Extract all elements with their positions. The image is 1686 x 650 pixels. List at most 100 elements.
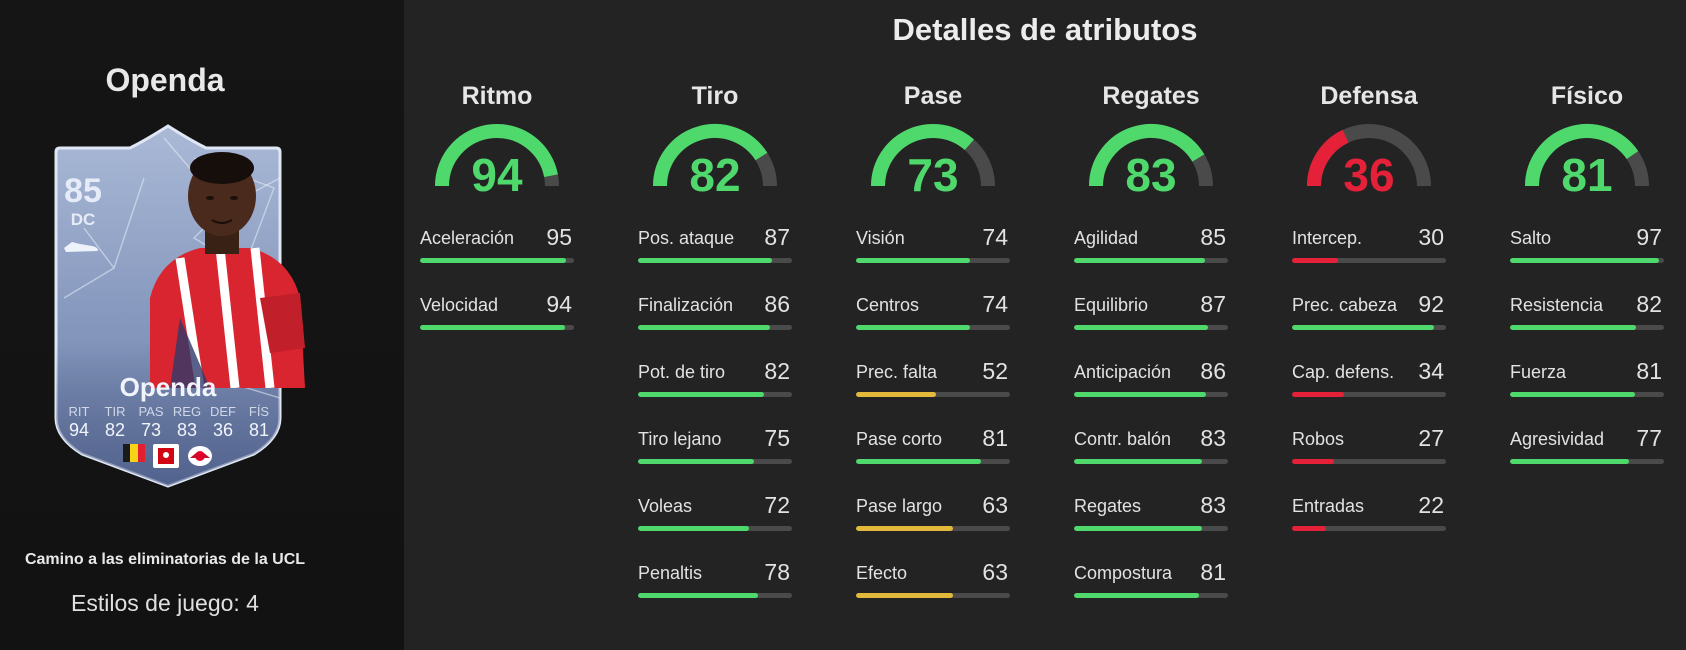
- attribute-bar-fill: [856, 392, 937, 397]
- attribute-bar-track: [638, 593, 792, 598]
- card-stat-head: PAS: [138, 404, 164, 419]
- attribute-bar-track: [856, 593, 1010, 598]
- attribute-label: Finalización: [638, 295, 734, 315]
- attribute-bar-fill: [1510, 258, 1660, 263]
- gauge-fill: [1089, 124, 1205, 187]
- card-badges: [44, 444, 292, 468]
- attribute-row[interactable]: Aceleración 95: [420, 224, 574, 268]
- attribute-label: Efecto: [856, 563, 908, 583]
- attribute-gauge: [1525, 124, 1649, 187]
- attribute-label: Prec. falta: [856, 362, 938, 382]
- card-stat-head: TIR: [104, 404, 126, 419]
- card-stat-value: 36: [212, 420, 234, 440]
- attribute-row[interactable]: Pase corto 81: [856, 425, 1010, 469]
- attribute-label: Aceleración: [420, 228, 515, 248]
- attribute-value: 95: [546, 224, 572, 250]
- card-stat-head: FÍS: [248, 404, 270, 419]
- attribute-bar-track: [1074, 392, 1228, 397]
- attribute-row[interactable]: Pase largo 63: [856, 492, 1010, 536]
- attribute-row[interactable]: Salto 97: [1510, 224, 1664, 268]
- attribute-value: 86: [764, 291, 790, 317]
- attribute-row[interactable]: Penaltis 78: [638, 559, 792, 603]
- attribute-row[interactable]: Agilidad 85: [1074, 224, 1228, 268]
- attribute-row[interactable]: Fuerza 81: [1510, 358, 1664, 402]
- attribute-row[interactable]: Prec. cabeza 92: [1292, 291, 1446, 335]
- attribute-row[interactable]: Voleas 72: [638, 492, 792, 536]
- attribute-bar-fill: [1510, 392, 1635, 397]
- campaign-label: Camino a las eliminatorias de la UCL: [24, 551, 306, 568]
- attribute-value: 77: [1636, 425, 1662, 451]
- attribute-gauge-value: 94: [471, 149, 523, 201]
- attribute-bar-fill: [1074, 593, 1199, 598]
- attribute-column-title: Físico: [1550, 82, 1624, 110]
- attribute-bar-fill: [856, 325, 970, 330]
- attribute-bar-fill: [638, 258, 772, 263]
- attribute-label: Entradas: [1292, 496, 1365, 516]
- attribute-row[interactable]: Anticipación 86: [1074, 358, 1228, 402]
- attribute-bar-fill: [856, 593, 954, 598]
- attribute-row[interactable]: Intercep. 30: [1292, 224, 1446, 268]
- attribute-value: 97: [1636, 224, 1662, 250]
- attribute-row[interactable]: Compostura 81: [1074, 559, 1228, 603]
- attribute-row[interactable]: Robos 27: [1292, 425, 1446, 469]
- attribute-label: Centros: [856, 295, 920, 315]
- attribute-value: 63: [982, 492, 1008, 518]
- attribute-bar-track: [1074, 459, 1228, 464]
- attribute-row[interactable]: Equilibrio 87: [1074, 291, 1228, 335]
- attribute-column-pase: Pase 73 Visión 74 Centros 74 Prec. falta 52 Pase…: [856, 0, 1010, 650]
- attribute-row[interactable]: Agresividad 77: [1510, 425, 1664, 469]
- attribute-bar-track: [1510, 392, 1664, 397]
- attribute-label: Penaltis: [638, 563, 703, 583]
- attribute-row[interactable]: Contr. balón 83: [1074, 425, 1228, 469]
- attribute-row[interactable]: Visión 74: [856, 224, 1010, 268]
- attribute-label: Equilibrio: [1074, 295, 1149, 315]
- gauge-fill: [1307, 129, 1349, 187]
- attribute-bar-track: [638, 392, 792, 397]
- attribute-column-title: Pase: [903, 82, 963, 110]
- attribute-row[interactable]: Centros 74: [856, 291, 1010, 335]
- attribute-row[interactable]: Efecto 63: [856, 559, 1010, 603]
- attribute-bar-track: [856, 325, 1010, 330]
- attribute-value: 74: [982, 291, 1008, 317]
- attribute-value: 87: [1200, 291, 1226, 317]
- attribute-column-fisico: Físico 81 Salto 97 Resistencia 82 Fuerza 81 Agre…: [1510, 0, 1664, 650]
- attribute-bar-fill: [1074, 258, 1205, 263]
- attribute-row[interactable]: Finalización 86: [638, 291, 792, 335]
- attribute-bar-track: [1292, 392, 1446, 397]
- attribute-row[interactable]: Resistencia 82: [1510, 291, 1664, 335]
- attribute-bar-fill: [1292, 526, 1326, 531]
- attribute-row[interactable]: Prec. falta 52: [856, 358, 1010, 402]
- attribute-bar-track: [1510, 258, 1664, 263]
- attribute-row[interactable]: Cap. defens. 34: [1292, 358, 1446, 402]
- attribute-row[interactable]: Entradas 22: [1292, 492, 1446, 536]
- attribute-bar-fill: [856, 526, 954, 531]
- attribute-row[interactable]: Pot. de tiro 82: [638, 358, 792, 402]
- attribute-bar-fill: [1292, 258, 1339, 263]
- card-player-name: Openda: [119, 372, 217, 402]
- playstyles-count[interactable]: Estilos de juego: 4: [71, 590, 259, 616]
- attribute-value: 83: [1200, 492, 1226, 518]
- attribute-bar-track: [1292, 459, 1446, 464]
- attribute-row[interactable]: Pos. ataque 87: [638, 224, 792, 268]
- section-title: Detalles de atributos: [892, 12, 1198, 47]
- attribute-column-title: Regates: [1102, 82, 1200, 110]
- attribute-row[interactable]: Regates 83: [1074, 492, 1228, 536]
- club-badge-icon: [188, 446, 212, 466]
- attribute-value: 81: [1200, 559, 1226, 585]
- attribute-bar-fill: [638, 392, 765, 397]
- gauge-fill: [1525, 124, 1639, 187]
- attribute-row[interactable]: Tiro lejano 75: [638, 425, 792, 469]
- attribute-value: 94: [546, 291, 572, 317]
- attribute-bar-fill: [856, 459, 981, 464]
- attribute-label: Pase largo: [856, 496, 943, 516]
- card-position: DC: [70, 210, 96, 229]
- card-stat-value: 82: [104, 420, 126, 440]
- attribute-value: 74: [982, 224, 1008, 250]
- attribute-bar-track: [1074, 526, 1228, 531]
- player-card[interactable]: 85 DC Openda RIT TIR PAS REG DEF FÍS 94 …: [44, 118, 305, 491]
- attribute-bar-track: [420, 325, 574, 330]
- attribute-row[interactable]: Velocidad 94: [420, 291, 574, 335]
- attribute-bar-track: [1074, 593, 1228, 598]
- attribute-bar-track: [1074, 325, 1228, 330]
- attribute-bar-fill: [1510, 325, 1637, 330]
